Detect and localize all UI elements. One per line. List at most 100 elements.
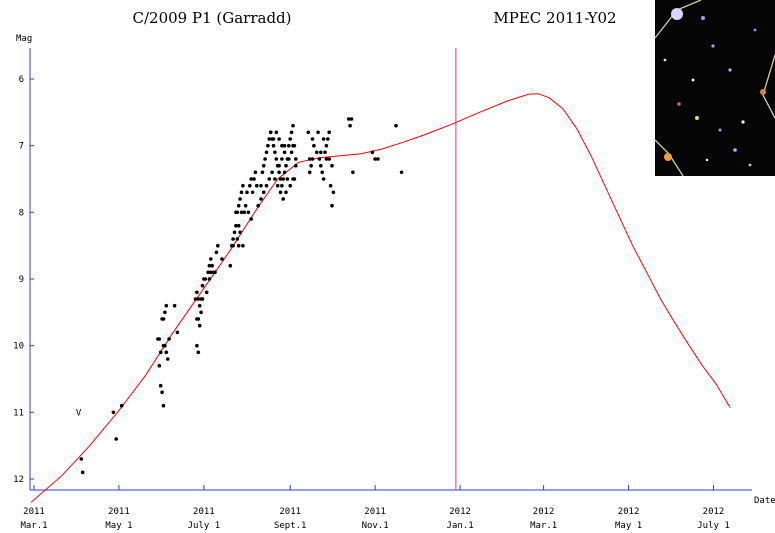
observation-point <box>307 157 312 161</box>
model-curve <box>30 93 731 503</box>
observation-point <box>323 150 327 155</box>
observation-point <box>220 257 224 261</box>
star-field-thumbnail <box>655 0 775 176</box>
observation-point <box>203 277 208 281</box>
observation-point <box>161 403 166 408</box>
observation-point <box>236 223 241 228</box>
observation-point <box>164 303 169 308</box>
observation-point <box>119 403 124 408</box>
observation-point <box>79 457 84 461</box>
observation-point <box>163 343 167 348</box>
observation-point <box>263 157 267 161</box>
x-tick-year: 2011 <box>193 507 215 517</box>
observation-point <box>200 283 205 288</box>
observation-point <box>291 123 295 128</box>
observation-point <box>289 130 294 135</box>
observation-point <box>195 343 199 348</box>
observation-point <box>330 203 334 208</box>
observation-point <box>277 170 281 175</box>
observation-point <box>277 163 281 168</box>
observation-point <box>307 170 312 175</box>
observation-point <box>289 150 294 155</box>
observation-point <box>228 263 233 268</box>
x-tick-year: 2011 <box>108 507 130 517</box>
x-tick-year: 2012 <box>449 507 471 517</box>
observation-point <box>261 190 266 195</box>
observation-point <box>232 230 237 235</box>
observation-point <box>157 337 162 341</box>
observation-point <box>376 157 380 161</box>
observation-point <box>246 210 251 215</box>
observation-point <box>236 243 241 248</box>
observation-point <box>253 170 258 175</box>
observation-point <box>349 117 354 121</box>
observation-point <box>264 183 269 188</box>
observation-point <box>80 470 85 475</box>
observation-point <box>351 170 355 175</box>
observation-point <box>206 270 210 275</box>
observation-point <box>172 303 177 308</box>
axes: 6 7 8 9 10 11 12 2011 Mar.1 2011 May 1 2011 July 1 20… <box>13 48 752 531</box>
observation-point <box>249 217 253 221</box>
y-axis-label: Mag <box>16 34 32 44</box>
x-tick-year: 2011 <box>279 507 301 517</box>
y-tick-label: 6 <box>19 75 24 85</box>
observation-point <box>278 177 283 181</box>
observation-point <box>239 210 244 215</box>
observation-point <box>346 117 351 121</box>
observation-point <box>264 150 269 155</box>
observation-point <box>326 137 330 141</box>
observation-point <box>214 250 219 255</box>
observation-point <box>197 303 202 308</box>
x-tick-label: Sept.1 <box>274 521 307 531</box>
observation-point <box>238 197 242 201</box>
observation-point <box>260 170 265 175</box>
observation-point <box>327 157 332 161</box>
observation-point <box>164 350 169 355</box>
observation-point <box>328 183 333 188</box>
observation-point <box>236 203 241 208</box>
observation-point <box>348 123 352 128</box>
observation-point <box>321 177 326 181</box>
observation-point <box>165 357 170 361</box>
x-tick-year: 2011 <box>364 507 386 517</box>
observation-points <box>79 117 404 475</box>
observation-point <box>238 230 242 235</box>
observation-point <box>271 143 276 148</box>
observation-point <box>294 163 298 168</box>
chart-title: C/2009 P1 (Garradd) <box>133 9 292 27</box>
x-tick-label: May 1 <box>105 521 132 531</box>
observation-point <box>314 150 319 155</box>
observation-point <box>288 183 293 188</box>
observation-point <box>241 243 245 248</box>
observation-point <box>207 277 212 281</box>
observation-point <box>370 150 375 155</box>
observation-point <box>239 190 244 195</box>
observation-point <box>331 190 336 195</box>
observation-point <box>261 163 266 168</box>
observation-point <box>280 143 284 148</box>
observation-point <box>292 177 297 181</box>
observation-point <box>158 350 163 355</box>
observation-point <box>197 323 202 328</box>
observation-point <box>324 157 329 161</box>
observation-point <box>267 177 272 181</box>
observation-point <box>278 190 283 195</box>
observation-point <box>309 163 313 168</box>
chart-subtitle: MPEC 2011-Y02 <box>493 9 616 27</box>
observation-point <box>196 297 201 301</box>
observation-point <box>273 177 277 181</box>
observation-point <box>288 137 293 141</box>
x-tick-label: May 1 <box>615 521 642 531</box>
observation-point <box>242 210 247 215</box>
observation-point <box>275 183 280 188</box>
observation-point <box>111 410 116 415</box>
observation-point <box>195 290 199 295</box>
observation-point <box>284 190 288 195</box>
star-field-image-icon <box>655 0 775 176</box>
x-tick-year: 2012 <box>618 507 640 517</box>
observation-point <box>270 170 274 175</box>
observation-point <box>245 190 249 195</box>
observation-point <box>274 157 279 161</box>
observation-point <box>310 157 315 161</box>
